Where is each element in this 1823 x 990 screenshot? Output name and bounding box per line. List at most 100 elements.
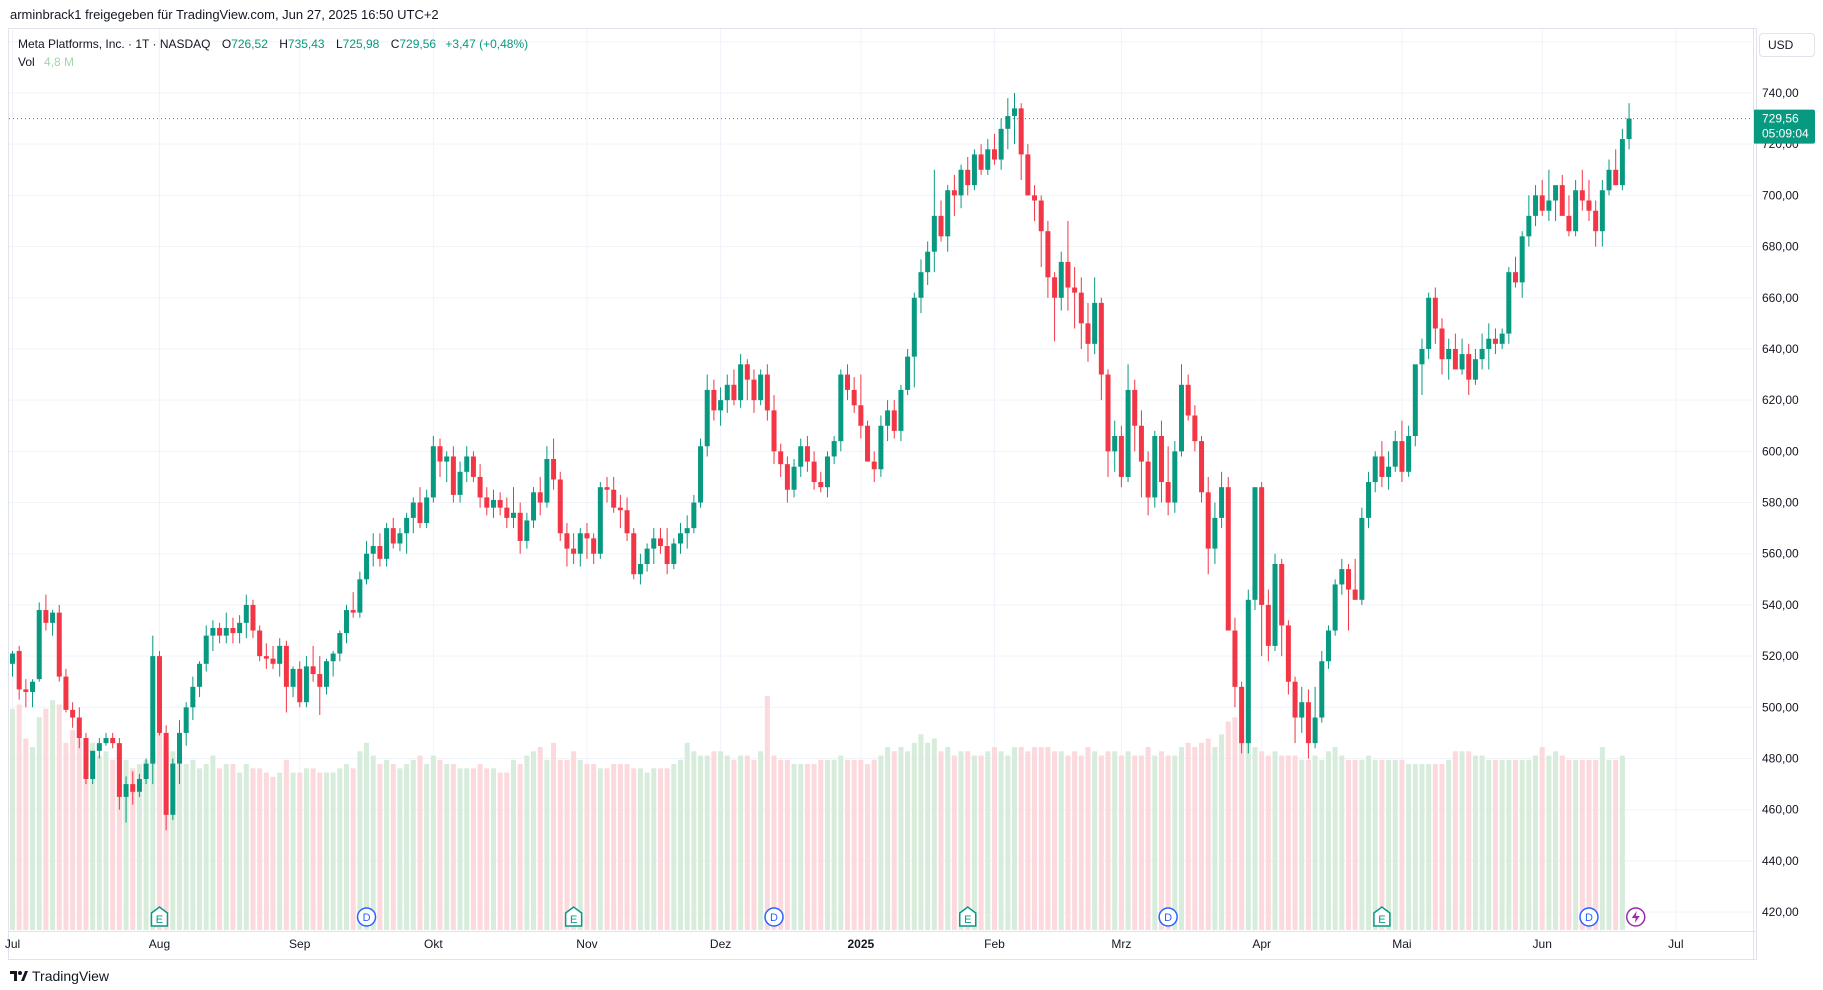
earnings-marker[interactable]: E xyxy=(958,906,977,927)
candle xyxy=(444,451,450,483)
candle-body xyxy=(390,528,396,544)
time-axis[interactable]: Jul Aug Sep Okt Nov Dez 2025 Feb Mrz Apr Mai Jun Jul xyxy=(5,937,1684,951)
legend: Meta Platforms, Inc. · 1T · NASDAQ O726,… xyxy=(18,35,528,71)
dividend-marker[interactable]: D xyxy=(1158,907,1178,927)
dividend-marker[interactable]: D xyxy=(764,907,784,927)
volume-bar xyxy=(1352,759,1358,930)
candle-body xyxy=(965,169,971,186)
candle-body xyxy=(537,492,543,503)
candle-body xyxy=(1432,297,1438,329)
candle xyxy=(1038,195,1044,268)
volume-bar xyxy=(10,708,15,930)
volume-bar xyxy=(1332,747,1338,930)
candle-body xyxy=(303,666,309,703)
candle-body xyxy=(96,743,102,751)
volume-bar xyxy=(1232,717,1238,930)
candle xyxy=(16,645,22,700)
candle xyxy=(637,553,643,585)
dividend-marker[interactable]: D xyxy=(1579,907,1599,927)
candle-body xyxy=(223,627,229,636)
candle xyxy=(1145,451,1151,516)
candle-body xyxy=(283,645,289,687)
candle-body xyxy=(571,548,577,554)
volume-bar xyxy=(631,768,637,930)
earnings-marker[interactable]: E xyxy=(150,906,169,927)
volume-bar xyxy=(1085,747,1091,930)
candle xyxy=(1179,364,1184,457)
volume-bar xyxy=(1359,759,1365,930)
dividend-marker[interactable]: D xyxy=(356,907,377,927)
candle xyxy=(1372,451,1378,493)
candle-body xyxy=(1078,292,1084,324)
symbol-title[interactable]: Meta Platforms, Inc. · 1T · NASDAQ xyxy=(18,37,211,51)
earnings-marker[interactable]: E xyxy=(564,906,583,927)
candle-body xyxy=(437,446,443,462)
candle xyxy=(698,438,704,508)
candle xyxy=(891,400,897,439)
volume-bar xyxy=(885,747,891,930)
volume-bar xyxy=(1185,742,1191,930)
volume-bar xyxy=(718,751,724,930)
volume-bar xyxy=(223,764,229,930)
candle xyxy=(1279,558,1285,657)
candle-body xyxy=(698,446,704,503)
candle-body xyxy=(50,612,56,623)
candle-body xyxy=(56,612,62,677)
split-marker[interactable] xyxy=(1625,907,1646,927)
candle xyxy=(1386,451,1392,490)
candle xyxy=(457,461,463,503)
volume-bar xyxy=(945,747,951,930)
candle xyxy=(76,707,82,749)
candle-body xyxy=(250,604,256,631)
currency-button[interactable]: USD xyxy=(1759,33,1815,57)
volume-bar xyxy=(1366,755,1372,930)
volume-bar xyxy=(678,759,683,930)
candle-body xyxy=(804,446,810,462)
candle xyxy=(1586,180,1592,221)
price-tick-label: 560,00 xyxy=(1762,547,1799,561)
volume-bar xyxy=(1038,747,1044,930)
candle-body xyxy=(1499,333,1505,344)
candle xyxy=(678,523,683,554)
candle-body xyxy=(430,446,436,498)
candle-body xyxy=(1352,589,1358,600)
candle xyxy=(1292,676,1298,744)
volume-bar xyxy=(283,759,289,930)
candle-body xyxy=(1245,599,1251,744)
volume-bar xyxy=(156,725,162,930)
earnings-marker[interactable]: E xyxy=(1373,906,1391,927)
candle xyxy=(484,487,490,516)
candle xyxy=(1052,272,1058,342)
volume-bar xyxy=(584,764,590,930)
candle-body xyxy=(1205,492,1211,549)
volume-bar xyxy=(1586,759,1592,930)
candle xyxy=(858,374,864,439)
candle-body xyxy=(10,653,15,664)
candle xyxy=(404,512,410,554)
candle xyxy=(364,540,370,585)
volume-bar xyxy=(918,734,924,930)
candle xyxy=(824,451,830,498)
price-axis[interactable]: 760,00740,00720,00700,00680,00660,00640,… xyxy=(1762,35,1799,919)
candle-body xyxy=(1052,277,1058,298)
candle xyxy=(1399,420,1405,483)
candle xyxy=(851,377,857,413)
axis-divider-horizontal xyxy=(8,931,1757,932)
candle-body xyxy=(1366,482,1372,518)
price-tick-label: 620,00 xyxy=(1762,393,1799,407)
candle xyxy=(237,615,243,644)
candle-body xyxy=(317,674,323,687)
volume-bar xyxy=(778,759,784,930)
volume-bar xyxy=(704,755,710,930)
candle-body xyxy=(504,507,510,518)
volume-bar xyxy=(925,742,931,930)
candle-body xyxy=(190,686,196,708)
volume-label[interactable]: Vol xyxy=(18,55,35,69)
candle xyxy=(10,650,15,677)
candle-body xyxy=(257,630,263,657)
candle xyxy=(156,650,162,736)
candle-body xyxy=(217,627,223,636)
volume-bar xyxy=(364,742,370,930)
